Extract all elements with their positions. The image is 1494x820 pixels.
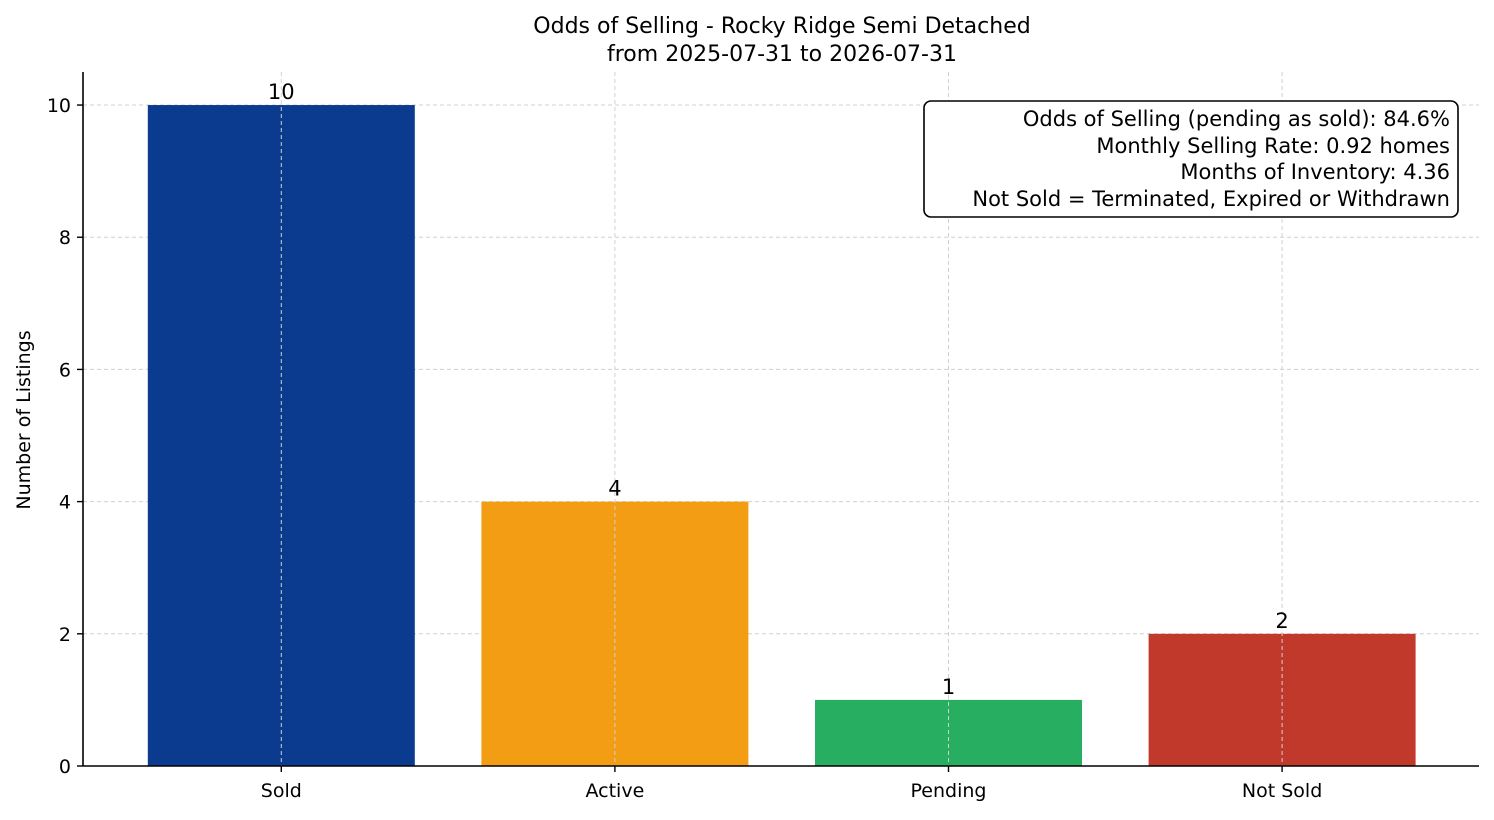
y-tick-label-2: 2 <box>59 624 71 646</box>
chart-title-line-1: Odds of Selling - Rocky Ridge Semi Detac… <box>533 14 1030 39</box>
x-tick-label-sold: Sold <box>261 780 302 802</box>
y-tick-label-0: 0 <box>59 756 71 778</box>
info-box: Odds of Selling (pending as sold): 84.6%… <box>923 100 1459 218</box>
y-tick-label-6: 6 <box>59 359 71 381</box>
info-line-not-sold-note: Not Sold = Terminated, Expired or Withdr… <box>972 187 1450 211</box>
y-tick-label-8: 8 <box>59 227 71 249</box>
data-label-active: 4 <box>608 477 621 501</box>
info-line-odds: Odds of Selling (pending as sold): 84.6% <box>1023 107 1450 131</box>
info-box-frame <box>923 100 1459 218</box>
data-label-pending: 1 <box>942 675 955 699</box>
bar-sold <box>147 105 415 767</box>
x-tick-label-not-sold: Not Sold <box>1242 780 1322 802</box>
labels-layer: 10 Sold 4 Active 1 Pending 2 Not Sold 0 2 4 6 8 10 <box>47 80 1322 802</box>
x-tick-label-active: Active <box>586 780 645 802</box>
info-line-inventory: Months of Inventory: 4.36 <box>1180 160 1450 184</box>
data-label-sold: 10 <box>268 80 295 104</box>
axes-layer <box>77 72 1479 772</box>
y-axis-label: Number of Listings <box>13 330 35 509</box>
x-tick-label-pending: Pending <box>911 780 987 802</box>
y-tick-label-10: 10 <box>47 95 71 117</box>
data-label-not-sold: 2 <box>1275 609 1288 633</box>
y-tick-label-4: 4 <box>59 492 71 514</box>
info-line-selling-rate: Monthly Selling Rate: 0.92 homes <box>1096 134 1450 158</box>
chart-title-line-2: from 2025-07-31 to 2026-07-31 <box>607 42 957 67</box>
